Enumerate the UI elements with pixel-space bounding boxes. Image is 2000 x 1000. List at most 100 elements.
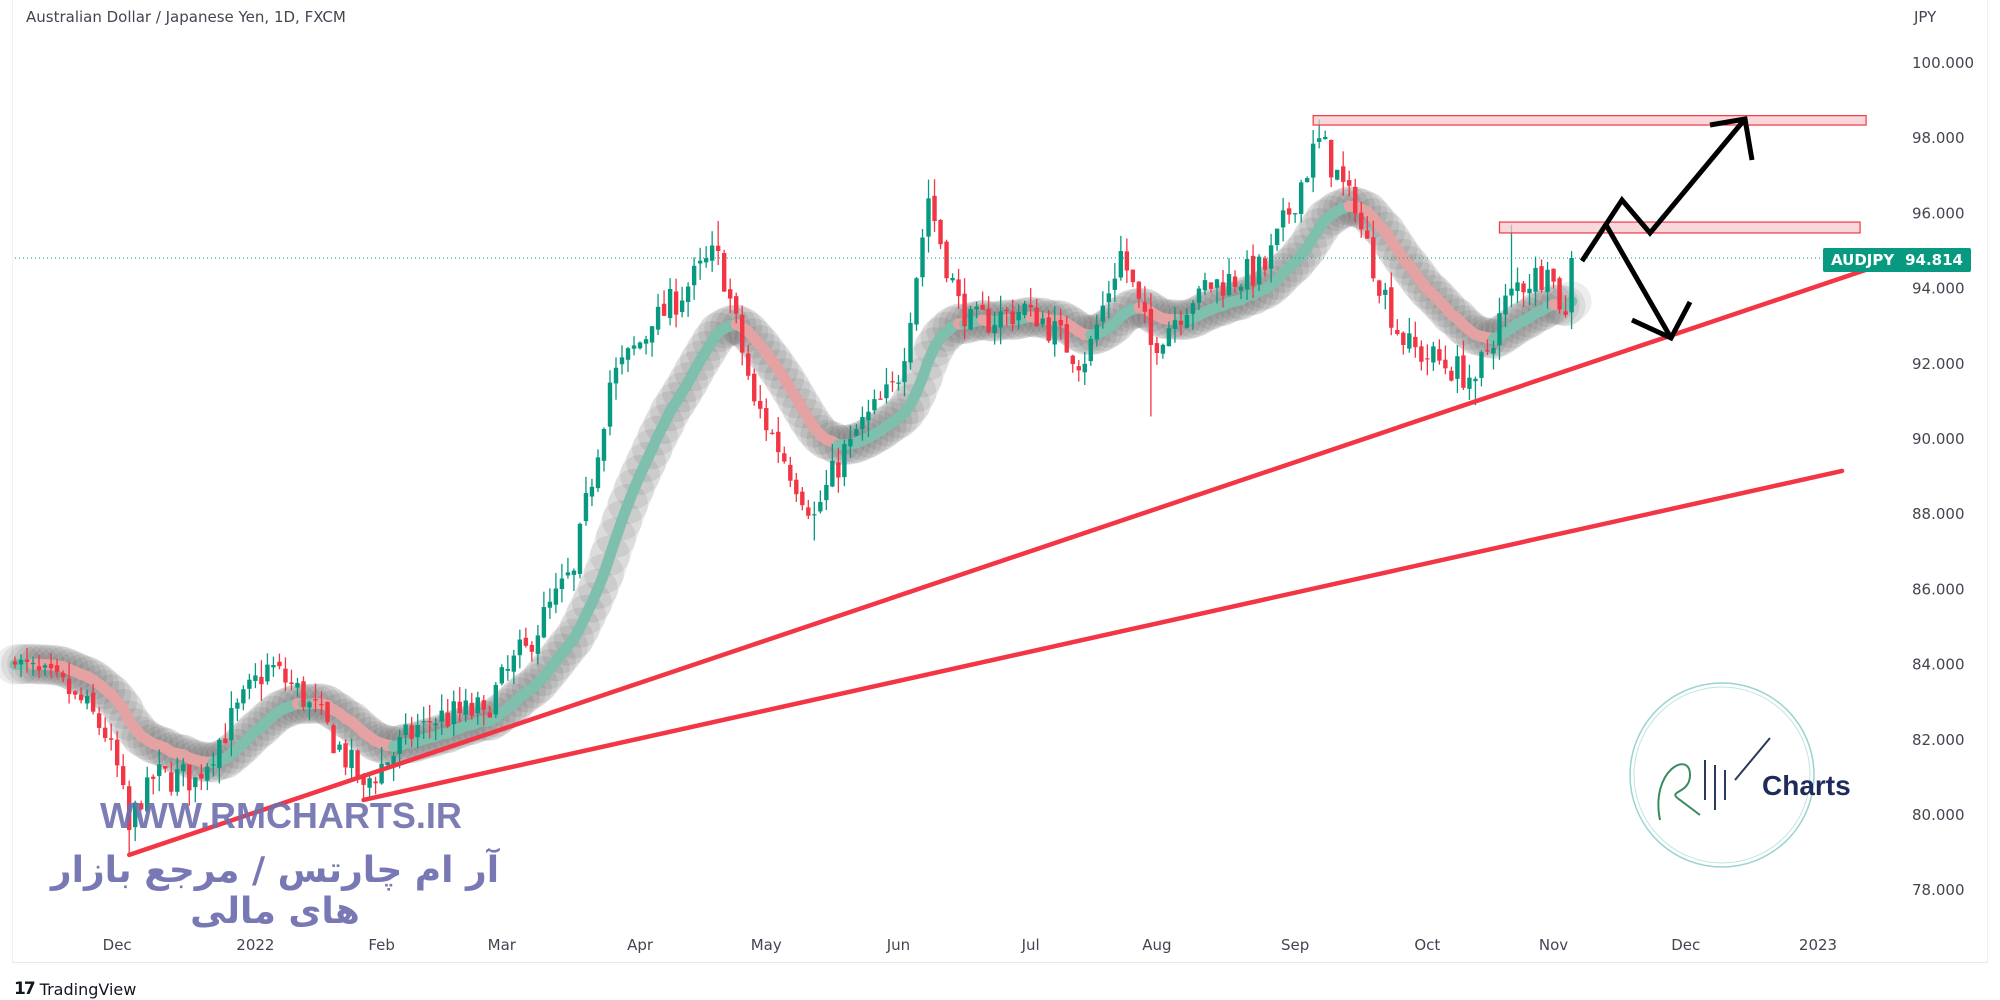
candle-body [1130, 269, 1136, 283]
candle-body [289, 682, 294, 685]
candle [529, 641, 535, 662]
candle-body [577, 523, 583, 574]
candle [709, 231, 715, 272]
candle [697, 247, 703, 280]
candle [1262, 255, 1268, 277]
candle [836, 447, 841, 493]
candle-body [265, 664, 270, 682]
candle-body [1563, 311, 1568, 315]
candle-body [1142, 302, 1148, 312]
candle [1310, 130, 1316, 193]
candle-body [175, 769, 180, 792]
chart-pane[interactable] [12, 0, 1988, 963]
candle [926, 179, 931, 253]
projection-arrows [1579, 116, 1755, 342]
candle-body [842, 443, 847, 478]
candle [884, 367, 889, 404]
resistance-zone [1498, 221, 1861, 234]
candle [758, 385, 763, 419]
candle [872, 389, 877, 415]
candle-body [283, 668, 288, 683]
candle [439, 694, 444, 736]
candle-body [878, 398, 883, 400]
tradingview-brand[interactable]: 17 TradingView [14, 979, 136, 999]
candle [66, 662, 72, 704]
candle [1016, 304, 1021, 330]
time-axis-label: Jun [886, 936, 910, 954]
candle [1545, 262, 1550, 309]
candle [589, 478, 595, 507]
price-axis-label: 90.000 [1912, 430, 1965, 448]
candle-body [301, 681, 306, 707]
candle-body [373, 781, 378, 784]
candle-body [1058, 319, 1063, 326]
arrowhead-down-icon [1630, 300, 1693, 342]
candle-body [1028, 304, 1033, 308]
candle-body [926, 198, 931, 237]
candle-body [860, 416, 865, 430]
time-axis-label: Jul [1021, 936, 1040, 954]
candle-body [1425, 358, 1430, 360]
candle [980, 291, 985, 310]
candle-body [355, 750, 360, 780]
candle-body [866, 411, 871, 421]
candle [1052, 305, 1057, 357]
time-axis-label: Mar [488, 936, 517, 954]
candle [1377, 279, 1382, 304]
candle [1202, 272, 1208, 296]
candle [1010, 299, 1015, 332]
watermark-url: WWW.RMCHARTS.IR [100, 795, 462, 836]
candle-body [151, 776, 156, 779]
candle-body [295, 682, 300, 688]
candle-body [758, 401, 763, 409]
candle-body [896, 382, 901, 384]
candle-body [523, 637, 529, 646]
candle [409, 716, 414, 748]
candle-body [607, 382, 613, 427]
candle-body [559, 578, 565, 590]
candle [229, 691, 234, 757]
candle-body [1328, 139, 1334, 178]
candle [992, 311, 997, 345]
candle-body [36, 666, 42, 670]
candle [1130, 269, 1136, 288]
candle-body [631, 345, 637, 349]
candle-body [848, 439, 853, 447]
candle [463, 688, 468, 723]
candle [637, 341, 643, 350]
candle [211, 752, 216, 777]
candle [1503, 284, 1508, 328]
price-axis-label: 96.000 [1912, 204, 1965, 222]
candle [283, 657, 288, 692]
candle-body [84, 695, 90, 704]
candle-body [427, 721, 432, 723]
price-axis-label: 92.000 [1912, 355, 1965, 373]
candle [1539, 259, 1544, 293]
candle-body [1419, 346, 1424, 362]
candle [385, 762, 390, 766]
candle-body [1226, 273, 1232, 296]
candle [157, 749, 162, 792]
candle-body [1076, 366, 1081, 371]
candle [102, 717, 108, 742]
candle-body [746, 353, 751, 376]
candle [421, 706, 426, 739]
time-axis-label: Oct [1414, 936, 1440, 954]
candle-body [884, 384, 889, 399]
candle [848, 425, 853, 458]
candle [968, 306, 973, 331]
candle [271, 656, 276, 677]
candle [114, 731, 120, 777]
candle [475, 691, 480, 725]
candle-body [139, 803, 144, 810]
candle [601, 427, 607, 472]
time-axis-label: Feb [368, 936, 395, 954]
candle [18, 654, 24, 678]
candle-body [637, 342, 643, 349]
watermark-persian-text: آر ام چارتس / مرجع بازار های مالی [50, 850, 500, 932]
candle [607, 370, 613, 436]
candle-body [583, 493, 589, 522]
candle-body [1557, 278, 1562, 310]
candle-body [1244, 258, 1250, 290]
